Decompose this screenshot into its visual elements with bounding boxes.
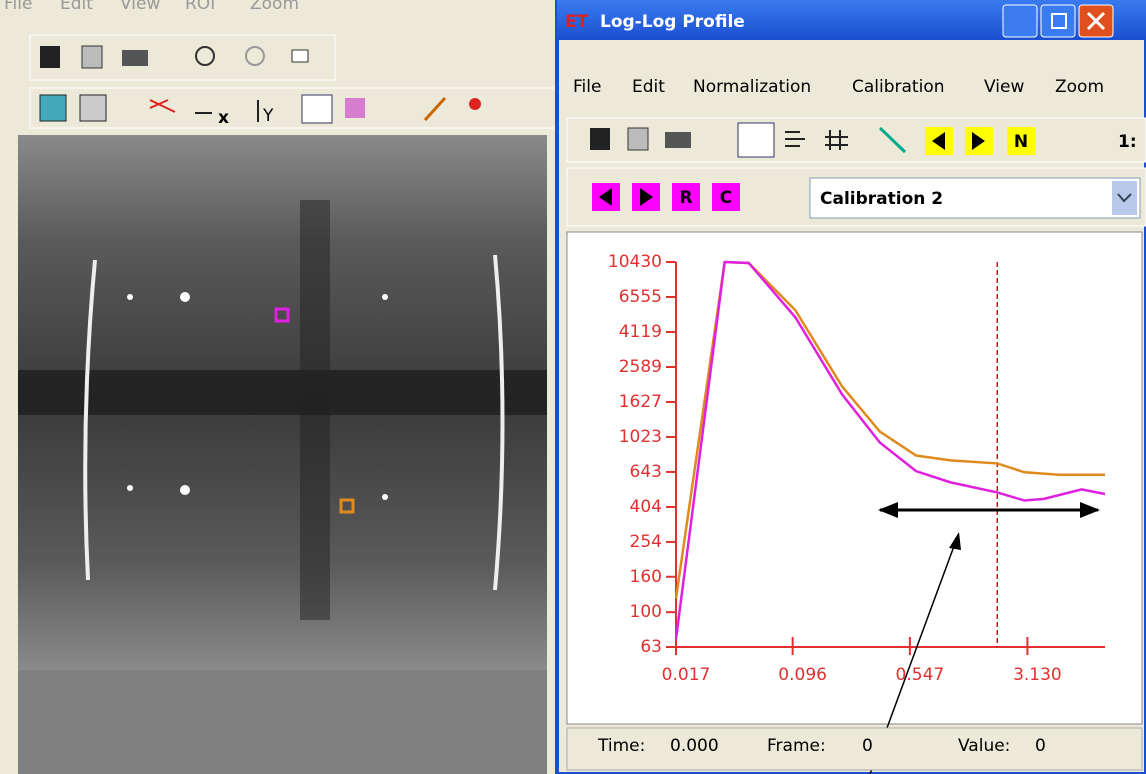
status-label: Frame: [767,736,826,756]
menu-item[interactable]: Zoom [1055,77,1104,97]
dropdown-arrow[interactable] [1112,181,1137,215]
y-tick-label: 63 [640,637,662,657]
image-spot [180,292,190,302]
y-tick-label: 6555 [619,287,662,307]
palette-icon[interactable] [40,95,66,121]
menu-item[interactable]: Edit [60,0,93,14]
image-spot [127,485,133,491]
print-icon[interactable] [665,132,691,148]
image-spot [382,294,388,300]
x-tick-label: 3.130 [1013,665,1062,685]
save-icon[interactable] [590,128,610,150]
menu-item[interactable]: File [573,77,601,97]
menu-item[interactable]: ROI [185,0,215,14]
menu-item[interactable]: View [120,0,160,14]
minimize-button[interactable] [1003,5,1037,37]
menu-item[interactable]: Normalization [693,77,811,97]
tool-button[interactable] [345,98,365,118]
save-icon[interactable] [40,46,60,68]
nav-label: C [720,188,732,208]
screen: File Edit View ROI Zoom x Y ET Log-Log Profi… [0,0,1146,774]
toolbar-label: N [1014,132,1028,152]
x-tick-label: 0.547 [896,665,945,685]
menu-item[interactable]: View [984,77,1024,97]
y-tick-label: 160 [630,567,662,587]
x-tick-label: 0.017 [662,665,711,685]
app-icon: ET [565,12,589,32]
y-tick-label: 1023 [619,427,662,447]
status-value: 0 [862,736,873,756]
status-label: Time: [597,736,645,756]
menu-item[interactable]: Zoom [250,0,299,14]
page: File Edit View ROI Zoom x Y ET Log-Log Profi… [0,0,1146,774]
tool-button[interactable] [302,95,332,123]
dropdown-value: Calibration 2 [820,189,943,209]
image-band [300,200,330,620]
image-band [18,370,547,415]
nav-label: R [679,188,692,208]
copy-icon[interactable] [628,128,648,150]
toolbar-label: Y [262,106,274,126]
print-icon[interactable] [122,50,148,66]
status-value: 0.000 [670,736,719,756]
y-tick-label: 100 [630,602,662,622]
window-title: Log-Log Profile [600,12,745,32]
status-label: Value: [958,736,1010,756]
y-tick-label: 254 [630,532,662,552]
copy-icon[interactable] [82,46,102,68]
y-tick-label: 4119 [619,322,662,342]
status-bar [567,728,1142,770]
empty-area [18,670,547,774]
menu-item[interactable]: File [4,0,32,14]
y-tick-label: 10430 [608,252,662,272]
image-spot [127,294,133,300]
x-tick-label: 0.096 [778,665,827,685]
menu-item[interactable]: Calibration [852,77,945,97]
toolbar [30,35,335,80]
image-spot [382,494,388,500]
menu-item[interactable]: Edit [632,77,665,97]
tool-button[interactable] [738,123,774,157]
fit-icon[interactable] [292,50,308,62]
frame-icon[interactable] [80,95,106,121]
status-value: 0 [1035,736,1046,756]
toolbar [30,88,560,128]
maximize-button[interactable] [1041,5,1075,37]
toolbar [567,118,1146,162]
image-spot [180,485,190,495]
y-tick-label: 404 [630,497,662,517]
y-tick-label: 2589 [619,357,662,377]
y-tick-label: 1627 [619,392,662,412]
toolbar-label: x [218,108,229,128]
fill-icon[interactable] [469,98,481,110]
toolbar-label: 1: [1118,132,1137,152]
y-tick-label: 643 [630,462,662,482]
